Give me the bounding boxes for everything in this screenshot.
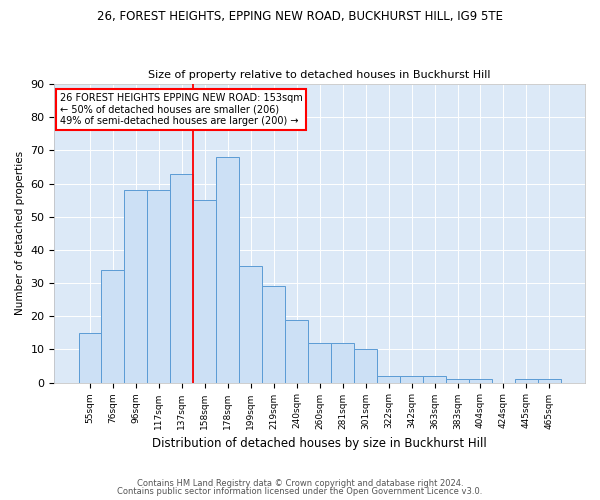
Bar [239,266,262,382]
Bar [217,157,239,382]
Text: Contains public sector information licensed under the Open Government Licence v3: Contains public sector information licen… [118,487,482,496]
Bar [331,343,354,382]
Bar [262,286,285,382]
X-axis label: Distribution of detached houses by size in Buckhurst Hill: Distribution of detached houses by size … [152,437,487,450]
Title: Size of property relative to detached houses in Buckhurst Hill: Size of property relative to detached ho… [148,70,491,81]
Bar [354,350,377,382]
Bar [308,343,331,382]
Bar [101,270,124,382]
Bar [193,200,217,382]
Text: 26 FOREST HEIGHTS EPPING NEW ROAD: 153sqm
← 50% of detached houses are smaller (: 26 FOREST HEIGHTS EPPING NEW ROAD: 153sq… [60,93,302,126]
Bar [377,376,400,382]
Y-axis label: Number of detached properties: Number of detached properties [15,151,25,316]
Bar [538,380,561,382]
Bar [285,320,308,382]
Bar [423,376,446,382]
Bar [148,190,170,382]
Text: 26, FOREST HEIGHTS, EPPING NEW ROAD, BUCKHURST HILL, IG9 5TE: 26, FOREST HEIGHTS, EPPING NEW ROAD, BUC… [97,10,503,23]
Bar [170,174,193,382]
Bar [79,333,101,382]
Text: Contains HM Land Registry data © Crown copyright and database right 2024.: Contains HM Land Registry data © Crown c… [137,478,463,488]
Bar [469,380,492,382]
Bar [515,380,538,382]
Bar [446,380,469,382]
Bar [124,190,148,382]
Bar [400,376,423,382]
